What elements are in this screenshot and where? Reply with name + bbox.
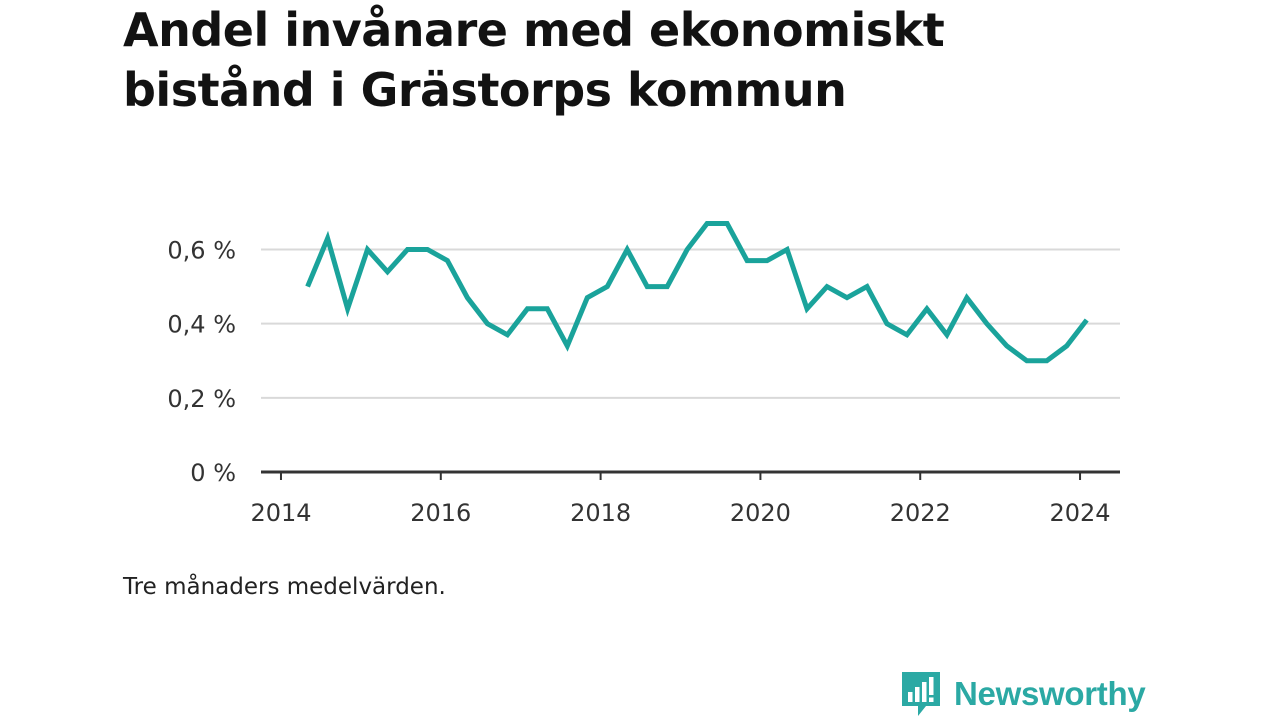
chart-note: Tre månaders medelvärden. bbox=[123, 574, 446, 600]
x-tick-label: 2022 bbox=[890, 499, 951, 527]
chart-title-line-2: bistånd i Grästorps kommun bbox=[123, 63, 847, 117]
series-layer bbox=[305, 221, 1089, 364]
x-tick-label: 2016 bbox=[410, 499, 471, 527]
y-tick-label: 0,2 % bbox=[167, 385, 236, 413]
chart-title-line-1: Andel invånare med ekonomiskt bbox=[123, 3, 945, 57]
x-tick-label: 2014 bbox=[250, 499, 311, 527]
x-tick-label: 2024 bbox=[1050, 499, 1111, 527]
x-axis-labels: 2014 2016 2018 2020 2022 2024 bbox=[250, 499, 1110, 527]
x-tick-label: 2018 bbox=[570, 499, 631, 527]
y-axis-labels: 0 % 0,2 % 0,4 % 0,6 % bbox=[167, 237, 236, 488]
y-tick-label: 0,6 % bbox=[167, 237, 236, 265]
brand-name: Newsworthy bbox=[954, 675, 1146, 712]
y-tick-label: 0 % bbox=[190, 459, 236, 487]
y-tick-label: 0,4 % bbox=[167, 311, 236, 339]
bar-chart-speech-bubble-icon bbox=[902, 672, 940, 716]
chart-title: Andel invånare med ekonomiskt bistånd i … bbox=[123, 0, 1173, 120]
series-line bbox=[305, 221, 1089, 364]
x-axis bbox=[261, 470, 1120, 480]
x-tick-label: 2020 bbox=[730, 499, 791, 527]
brand-logo[interactable]: Newsworthy bbox=[900, 670, 1146, 718]
